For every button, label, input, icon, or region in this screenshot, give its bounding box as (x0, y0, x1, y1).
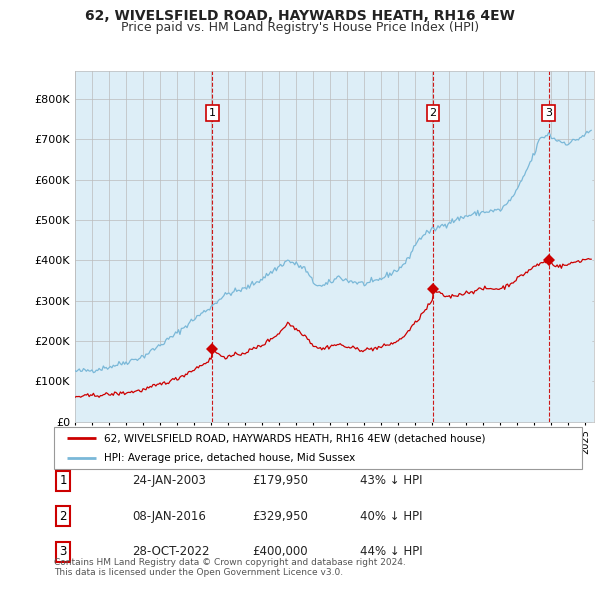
FancyBboxPatch shape (54, 427, 582, 469)
Text: 2: 2 (59, 510, 67, 523)
Text: £329,950: £329,950 (252, 510, 308, 523)
Text: 62, WIVELSFIELD ROAD, HAYWARDS HEATH, RH16 4EW (detached house): 62, WIVELSFIELD ROAD, HAYWARDS HEATH, RH… (104, 433, 485, 443)
Text: £179,950: £179,950 (252, 474, 308, 487)
Text: Contains HM Land Registry data © Crown copyright and database right 2024.
This d: Contains HM Land Registry data © Crown c… (54, 558, 406, 577)
Text: 24-JAN-2003: 24-JAN-2003 (132, 474, 206, 487)
Text: 1: 1 (209, 108, 216, 118)
Text: 43% ↓ HPI: 43% ↓ HPI (360, 474, 422, 487)
Text: HPI: Average price, detached house, Mid Sussex: HPI: Average price, detached house, Mid … (104, 453, 355, 463)
Text: 62, WIVELSFIELD ROAD, HAYWARDS HEATH, RH16 4EW: 62, WIVELSFIELD ROAD, HAYWARDS HEATH, RH… (85, 9, 515, 23)
Text: Price paid vs. HM Land Registry's House Price Index (HPI): Price paid vs. HM Land Registry's House … (121, 21, 479, 34)
Text: 2: 2 (430, 108, 437, 118)
Text: 44% ↓ HPI: 44% ↓ HPI (360, 545, 422, 558)
Text: 28-OCT-2022: 28-OCT-2022 (132, 545, 209, 558)
Text: 08-JAN-2016: 08-JAN-2016 (132, 510, 206, 523)
Text: 1: 1 (59, 474, 67, 487)
Text: 3: 3 (545, 108, 552, 118)
Text: 40% ↓ HPI: 40% ↓ HPI (360, 510, 422, 523)
Text: £400,000: £400,000 (252, 545, 308, 558)
Text: 3: 3 (59, 545, 67, 558)
